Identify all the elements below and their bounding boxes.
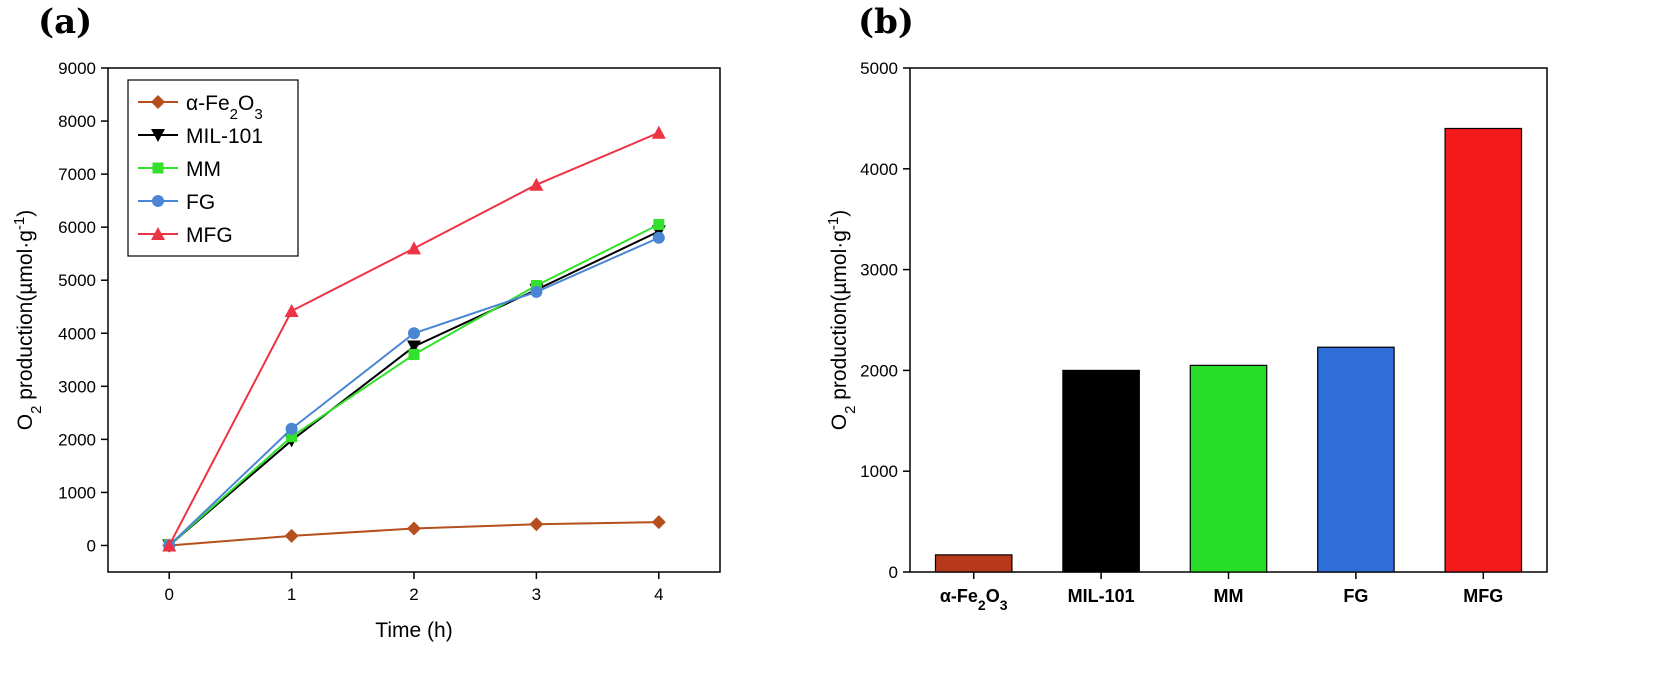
bar [1317, 346, 1395, 573]
legend-item: α-Fe2O3 [138, 92, 263, 123]
data-point [286, 431, 298, 443]
y-tick-label: 1000 [860, 462, 898, 481]
x-axis-title: Time (h) [375, 619, 452, 642]
bar [934, 554, 1013, 573]
category-label: MIL-101 [1068, 586, 1135, 606]
legend-marker [151, 129, 165, 142]
data-point [530, 285, 543, 298]
series-fg [163, 231, 665, 552]
data-point [407, 521, 421, 536]
data-point [651, 515, 666, 530]
data-point [284, 303, 299, 317]
y-axis-title: O2 production(µmol·g-1) [825, 210, 859, 431]
legend-label: FG [186, 191, 215, 214]
y-tick-label: 5000 [58, 271, 96, 290]
panel-b-label: (b) [858, 2, 914, 42]
bar-chart-b: 0 1000 2000 3000 4000 5000 α-Fe2O3 MIL-101 MM FG M… [825, 59, 1548, 613]
data-point [529, 177, 544, 191]
legend-label: MFG [186, 224, 233, 247]
series-line [168, 230, 660, 547]
y-tick-label: 3000 [58, 377, 96, 396]
data-point [653, 219, 665, 231]
bar [1444, 127, 1523, 573]
category-label: MFG [1463, 586, 1503, 606]
panel-a-label: (a) [38, 2, 93, 42]
y-tick-label: 1000 [58, 483, 96, 502]
data-point [651, 125, 666, 139]
data-point [408, 348, 420, 360]
legend-marker [151, 95, 165, 109]
data-point [530, 280, 542, 292]
legend-item: MFG [138, 224, 233, 247]
category-label: FG [1343, 586, 1368, 606]
data-point [162, 538, 177, 552]
y-tick-label: 8000 [58, 112, 96, 131]
x-tick-label: 0 [164, 585, 173, 604]
legend-label: MM [186, 158, 221, 181]
x-tick-label: 1 [287, 585, 296, 604]
y-tick-label: 5000 [860, 59, 898, 78]
series-mfg [162, 125, 666, 552]
x-tick-label: 4 [654, 585, 663, 604]
x-tick-label: 2 [409, 585, 418, 604]
data-point [284, 528, 299, 543]
data-point [285, 422, 298, 435]
legend-label: α-Fe2O3 [186, 92, 263, 123]
legend-item: MIL-101 [138, 125, 263, 148]
y-tick-label: 3000 [860, 261, 898, 280]
y-tick-label: 4000 [58, 324, 96, 343]
category-label: MM [1214, 586, 1244, 606]
bar [1189, 364, 1268, 573]
data-point [407, 340, 421, 354]
y-tick-label: 0 [87, 536, 96, 555]
series-line [168, 236, 660, 547]
y-tick-label: 7000 [58, 165, 96, 184]
y-axis-title: O2 production(µmol·g-1) [11, 210, 45, 431]
legend-marker [151, 227, 165, 240]
y-tick-label: 6000 [58, 218, 96, 237]
bar [1062, 369, 1140, 573]
line-chart-a: 0 1000 2000 3000 4000 5000 6000 7000 8000 9000 0 1 2… [11, 59, 721, 642]
data-point [407, 241, 421, 255]
series-line [168, 223, 660, 547]
series--feo3 [162, 515, 666, 553]
data-point [652, 231, 665, 244]
legend-item: FG [138, 191, 215, 214]
y-tick-label: 2000 [58, 430, 96, 449]
category-label: α-Fe2O3 [940, 586, 1008, 613]
y-tick-label: 4000 [860, 160, 898, 179]
y-tick-label: 9000 [58, 59, 96, 78]
legend-marker [152, 162, 164, 174]
legend-item: MM [138, 158, 221, 181]
data-point [408, 327, 420, 340]
data-point [529, 517, 544, 532]
legend-label: MIL-101 [186, 125, 263, 148]
y-tick-label: 0 [889, 563, 898, 582]
x-tick-label: 3 [532, 585, 541, 604]
legend-marker [152, 195, 164, 207]
series-mil-101 [162, 225, 666, 553]
y-tick-label: 2000 [860, 361, 898, 380]
